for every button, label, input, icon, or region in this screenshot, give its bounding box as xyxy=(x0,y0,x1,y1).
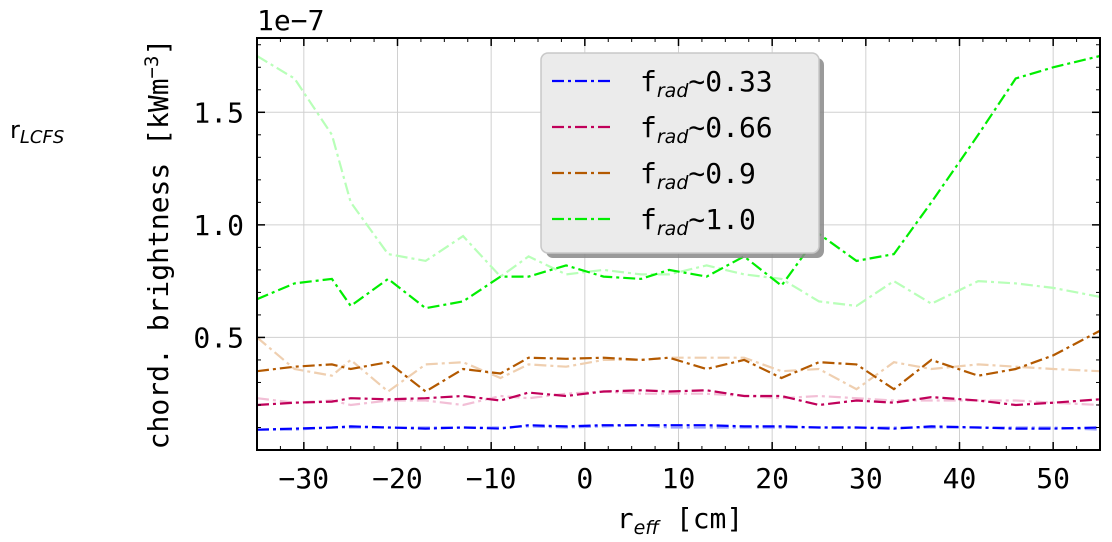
x-tick-label: −20 xyxy=(372,462,423,495)
ticks xyxy=(256,38,1101,450)
series-line xyxy=(257,389,1100,407)
y-tick-labels: 0.5 1.0 1.5 xyxy=(193,96,244,354)
legend-box xyxy=(540,52,820,254)
side-label: rLCFS xyxy=(10,116,64,148)
x-tick-label: 30 xyxy=(849,462,883,495)
legend-item: frad∼0.9 xyxy=(552,157,756,194)
x-tick-label: 0 xyxy=(576,462,593,495)
series-line xyxy=(257,54,1100,310)
legend-label: frad∼1.0 xyxy=(640,203,756,240)
legend-item: frad∼0.33 xyxy=(552,65,773,102)
legend-label: frad∼0.9 xyxy=(640,157,756,194)
series-line xyxy=(257,424,1100,431)
x-tick-label: 50 xyxy=(1036,462,1070,495)
legend-item: frad∼1.0 xyxy=(552,203,756,240)
x-tick-label: 40 xyxy=(943,462,977,495)
offset-text: 1e−7 xyxy=(257,4,324,37)
faded-series-line xyxy=(257,390,1100,407)
x-axis-title: reff [cm] xyxy=(617,502,744,539)
x-tick-label: 20 xyxy=(755,462,789,495)
legend-label: frad∼0.66 xyxy=(640,111,773,148)
x-tick-labels: −30 −20 −10 0 10 20 30 40 50 xyxy=(279,462,1070,495)
y-tick-label: 0.5 xyxy=(193,321,244,354)
x-tick-label: −30 xyxy=(279,462,330,495)
legend: frad∼0.33 frad∼0.66 frad∼0.9 frad∼1.0 xyxy=(540,52,824,258)
series-group xyxy=(257,54,1100,431)
y-tick-label: 1.0 xyxy=(193,209,244,242)
series-line xyxy=(257,329,1100,393)
y-tick-label: 1.5 xyxy=(193,96,244,129)
x-tick-label: 10 xyxy=(662,462,696,495)
y-axis-title: chord. brightness [kWm−3] xyxy=(141,39,175,450)
legend-label: frad∼0.33 xyxy=(640,65,773,102)
faded-series-line xyxy=(257,55,1100,308)
legend-item: frad∼0.66 xyxy=(552,111,773,148)
x-tick-label: −10 xyxy=(466,462,517,495)
